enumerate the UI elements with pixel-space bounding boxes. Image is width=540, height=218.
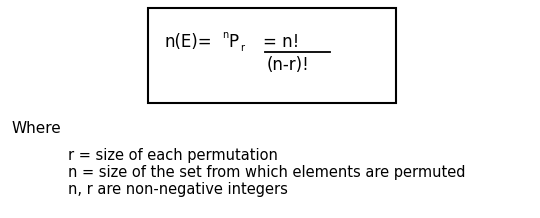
Text: n(E)=: n(E)= xyxy=(165,33,213,51)
Text: Where: Where xyxy=(12,121,62,136)
Text: n = size of the set from which elements are permuted: n = size of the set from which elements … xyxy=(68,165,465,179)
Text: (n-r)!: (n-r)! xyxy=(267,56,310,74)
Text: r = size of each permutation: r = size of each permutation xyxy=(68,148,278,162)
Bar xyxy=(148,8,396,103)
Text: n, r are non-negative integers: n, r are non-negative integers xyxy=(68,182,288,196)
Text: P: P xyxy=(228,33,238,51)
Text: n: n xyxy=(222,30,228,40)
Text: r: r xyxy=(240,43,244,53)
Text: = n!: = n! xyxy=(263,33,299,51)
